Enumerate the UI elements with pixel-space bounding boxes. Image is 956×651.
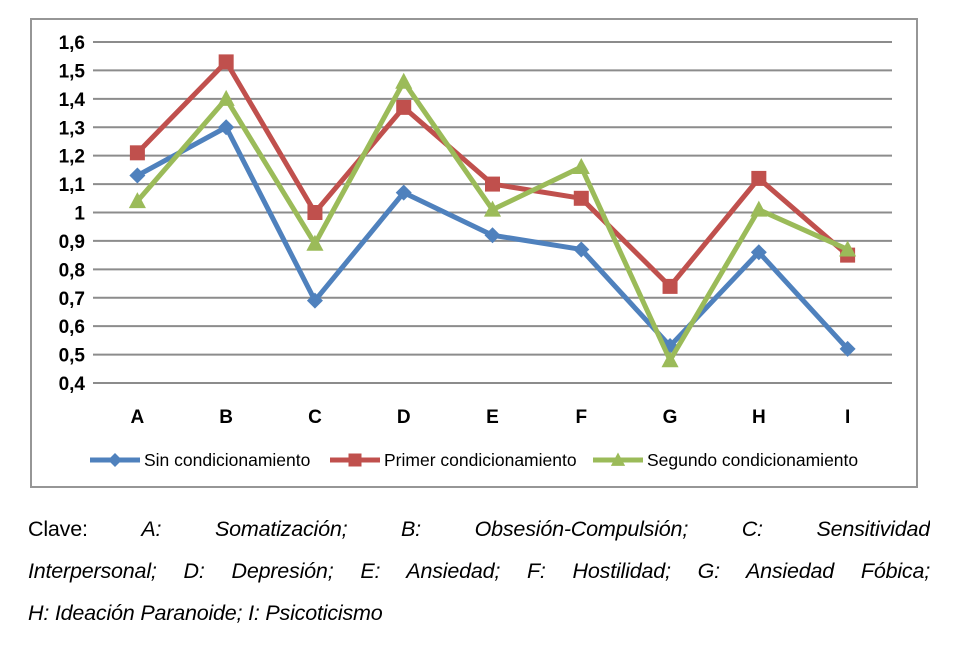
data-point-marker xyxy=(128,192,146,209)
y-tick-label: 1,1 xyxy=(59,175,86,196)
data-point-marker xyxy=(129,145,145,161)
series-line xyxy=(134,79,851,363)
data-point-marker xyxy=(573,241,590,258)
data-point-marker xyxy=(839,240,857,257)
data-point-marker xyxy=(395,72,413,89)
data-point-marker xyxy=(218,54,234,70)
x-category-label: E xyxy=(486,407,499,428)
y-tick-label: 1 xyxy=(74,204,85,225)
y-tick-label: 0,6 xyxy=(59,317,85,338)
y-tick-label: 1,3 xyxy=(59,118,85,139)
x-category-label: G xyxy=(663,407,678,428)
data-point-marker xyxy=(396,99,412,115)
data-point-marker xyxy=(129,167,146,184)
data-point-marker xyxy=(306,292,323,309)
data-point-marker xyxy=(307,205,323,220)
x-category-label: I xyxy=(845,407,850,428)
data-point-marker xyxy=(750,244,767,261)
series-line xyxy=(134,59,851,289)
data-point-marker xyxy=(217,89,235,106)
data-point-marker xyxy=(218,119,235,136)
line-chart: 0,4 0,5 0,6 0,7 0,8 0,9 1 1,1 1,2 1,3 1,4 1,5 1,6 A B C… xyxy=(59,33,892,470)
data-point-marker xyxy=(751,170,767,186)
legend-label: Segundo condicionamiento xyxy=(647,450,858,470)
data-point-marker xyxy=(661,351,679,368)
caption-line-1-text: A: Somatización; B: Obsesión-Compulsión;… xyxy=(141,517,930,541)
legend-marker xyxy=(610,452,626,466)
y-tick-label: 1,4 xyxy=(59,90,86,111)
x-category-label: C xyxy=(308,407,322,428)
data-point-marker xyxy=(750,200,768,217)
x-category-label: F xyxy=(575,407,587,428)
data-point-marker xyxy=(662,278,678,294)
data-point-marker xyxy=(484,227,501,244)
legend-label: Sin condicionamiento xyxy=(144,450,310,470)
x-category-label: B xyxy=(219,407,233,428)
y-tick-label: 1,2 xyxy=(59,147,85,168)
caption-line-3: H: Ideación Paranoide; I: Psicoticismo xyxy=(28,601,383,625)
legend-label: Primer condicionamiento xyxy=(384,450,577,470)
x-category-label: D xyxy=(397,407,411,428)
y-tick-label: 1,6 xyxy=(59,33,85,54)
data-point-marker xyxy=(573,190,589,206)
legend-marker xyxy=(108,453,122,467)
caption-line-1: Clave: A: Somatización; B: Obsesión-Comp… xyxy=(28,508,930,550)
data-point-marker xyxy=(483,200,502,217)
data-point-marker xyxy=(485,176,500,192)
caption-line-2: Interpersonal; D: Depresión; E: Ansiedad… xyxy=(28,559,930,583)
data-point-marker xyxy=(306,234,324,251)
caption-prefix: Clave: xyxy=(28,517,88,541)
y-tick-label: 0,4 xyxy=(59,374,86,395)
data-point-marker xyxy=(839,340,856,357)
data-point-marker xyxy=(572,158,590,175)
x-category-label: A xyxy=(131,407,145,428)
y-tick-label: 0,9 xyxy=(59,232,85,253)
legend-marker xyxy=(348,453,362,467)
y-tick-label: 0,7 xyxy=(59,289,85,310)
chart-frame: 0,4 0,5 0,6 0,7 0,8 0,9 1 1,1 1,2 1,3 1,4 1,5 1,6 A B C… xyxy=(30,18,918,488)
chart-caption: Clave: A: Somatización; B: Obsesión-Comp… xyxy=(28,508,930,634)
data-point-marker xyxy=(395,184,412,201)
y-tick-label: 1,5 xyxy=(59,61,86,82)
y-tick-label: 0,8 xyxy=(59,260,85,281)
y-tick-label: 0,5 xyxy=(59,346,86,367)
x-category-label: H xyxy=(752,407,766,428)
